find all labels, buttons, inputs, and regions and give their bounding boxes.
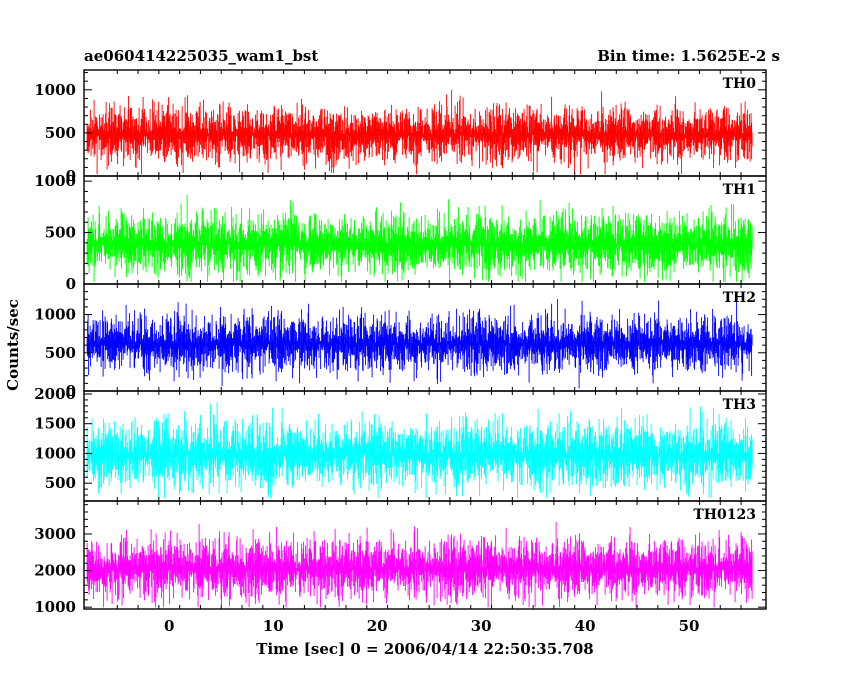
panel-th1: 0 500 1000 TH1 xyxy=(34,172,767,293)
y-tick-label: 1000 xyxy=(34,598,76,616)
y-axis-title: Counts/sec xyxy=(4,299,22,391)
y-tick-label: 0 xyxy=(66,167,76,185)
panel-frame xyxy=(83,500,767,610)
x-tick-label: 10 xyxy=(263,617,284,635)
y-tick-label: 500 xyxy=(45,344,76,362)
y-tick-label: 1500 xyxy=(34,415,76,433)
y-tick-label: 3000 xyxy=(34,525,76,543)
series-th1 xyxy=(86,195,753,282)
y-tick-label: 1000 xyxy=(34,81,76,99)
y-tick-label: 0 xyxy=(66,275,76,293)
panel-th3: 500 1000 1500 2000 TH3 xyxy=(34,385,767,502)
y-tick-label: 1000 xyxy=(34,172,76,190)
x-tick-label: 30 xyxy=(471,617,492,635)
panel-th2: 0 500 1000 TH2 xyxy=(34,283,767,400)
series-label: TH2 xyxy=(723,290,756,306)
series-th2 xyxy=(86,299,753,389)
series-label: TH0 xyxy=(723,76,757,92)
x-axis-title: Time [sec] 0 = 2006/04/14 22:50:35.708 xyxy=(256,640,593,658)
y-tick-label: 1000 xyxy=(34,306,76,324)
series-th0123 xyxy=(86,521,753,608)
x-tick-label: 40 xyxy=(575,617,596,635)
panel-th0123: 1000 2000 3000 TH0123 0 10 20 30 40 50 xyxy=(34,500,767,635)
chart-title-right: Bin time: 1.5625E-2 s xyxy=(597,47,780,65)
series-label: TH0123 xyxy=(693,507,756,523)
y-tick-label: 500 xyxy=(45,124,76,142)
panel-th0: 0 500 1000 TH0 xyxy=(34,69,767,185)
x-tick-label: 20 xyxy=(367,617,388,635)
series-label: TH1 xyxy=(723,182,756,198)
y-tick-label: 0 xyxy=(66,382,76,400)
y-tick-label: 2000 xyxy=(34,562,76,580)
x-tick-label: 50 xyxy=(679,617,700,635)
series-th3 xyxy=(86,402,753,498)
y-tick-label: 500 xyxy=(45,224,76,242)
y-tick-label: 1000 xyxy=(34,444,76,462)
chart-title-left: ae060414225035_wam1_bst xyxy=(84,47,318,65)
y-tick-label: 500 xyxy=(45,474,76,492)
y-tick-label: 2000 xyxy=(34,385,76,403)
series-th0 xyxy=(86,89,753,175)
x-tick-label: 0 xyxy=(164,617,174,635)
series-label: TH3 xyxy=(723,397,756,413)
